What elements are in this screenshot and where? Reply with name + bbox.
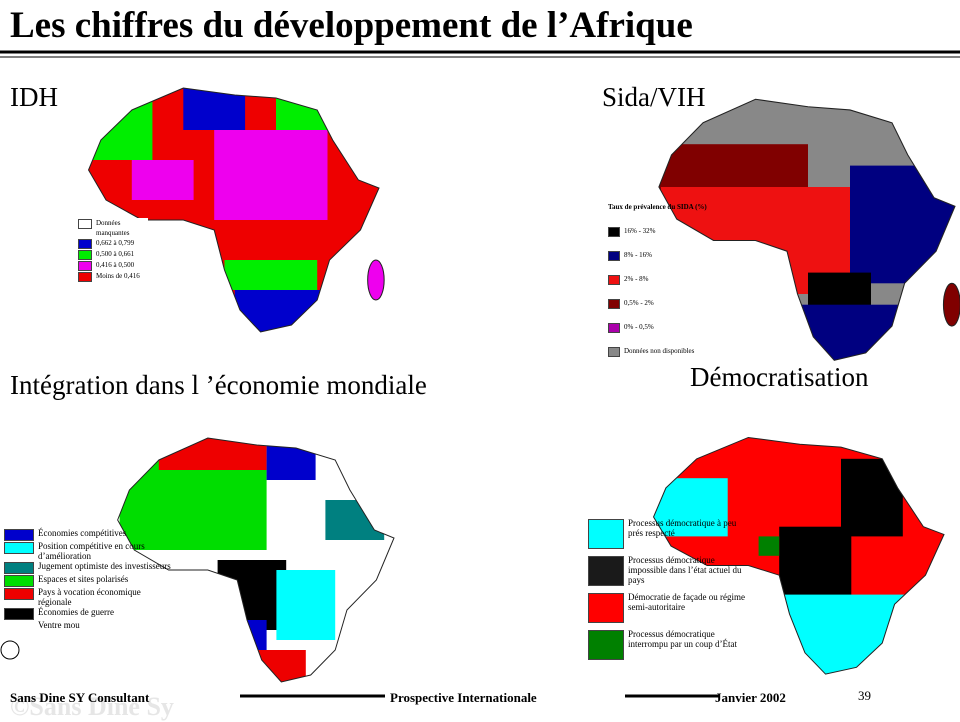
legend-swatch [608,323,620,333]
legend-swatch [78,219,92,229]
panel-label: IDH [10,82,58,112]
footer-date: Janvier 2002 [715,690,786,705]
ventre-mou-marker [0,640,20,660]
legend-label: Données non disponibles [624,347,695,355]
legend-swatch [608,347,620,357]
legend-swatch [608,275,620,285]
legend-label: Processus démocratique impossible dans l… [628,555,742,585]
legend-item: Moins de 0,416 [78,271,148,282]
legend-label: 8% - 16% [624,251,652,259]
legend: Processus démocratique à peu prés respec… [588,518,748,666]
legend-swatch [588,519,624,549]
legend-item: Économies compétitives [4,528,174,541]
legend-item: 8% - 16% [608,243,728,267]
map-democratisation [653,436,945,675]
legend-item: Position compétitive en cours d’améliora… [4,541,174,561]
legend-item: Démocratie de façade ou régime semi-auto… [588,592,748,623]
legend-label: Processus démocratique interrompu par un… [628,629,737,649]
map-idh [88,87,385,333]
legend-title: Taux de prévalence du SIDA (%) [608,203,707,211]
legend-swatch [608,227,620,237]
slide-title: Les chiffres du développement de l’Afriq… [10,5,693,46]
legend-item: 0,5% - 2% [608,291,728,315]
legend-label: Économies compétitives [38,528,127,538]
legend-label: Moins de 0,416 [96,272,140,280]
legend-label: Ventre mou [38,620,80,630]
legend-swatch [78,239,92,249]
legend-item: Processus démocratique impossible dans l… [588,555,748,586]
legend: Taux de prévalence du SIDA (%) 16% - 32% 8… [608,195,728,363]
legend-item: 16% - 32% [608,219,728,243]
legend: Économies compétitives Position compétiti… [4,528,174,633]
legend-swatch [78,272,92,282]
legend-label: 0% - 0,5% [624,323,654,331]
legend-label: 0,662 à 0,799 [96,239,135,247]
panel-label: Sida/VIH [602,82,706,112]
legend-label: Position compétitive en cours d’améliora… [38,541,145,561]
legend-label: Économies de guerre [38,607,114,617]
legend-swatch [4,562,34,574]
legend-label: Pays à vocation économique régionale [38,587,141,607]
legend-swatch [588,630,624,660]
legend: Données manquantes 0,662 à 0,799 0,500 à 0… [78,218,148,282]
legend-item: Jugement optimiste des investisseurs [4,561,174,574]
legend-label: Démocratie de façade ou régime semi-auto… [628,592,745,612]
legend-label: Jugement optimiste des investisseurs [38,561,171,571]
legend-label: 0,500 à 0,661 [96,250,135,258]
legend-swatch [4,608,34,620]
legend-item: Pays à vocation économique régionale [4,587,174,607]
legend-swatch [4,542,34,554]
legend-label: 0,416 à 0,500 [96,261,135,269]
legend-item: Économies de guerre [4,607,174,620]
legend-swatch [608,299,620,309]
legend-swatch [78,261,92,271]
legend-item: 0,500 à 0,661 [78,249,148,260]
legend-label: Processus démocratique à peu prés respec… [628,518,737,538]
legend-label: 2% - 8% [624,275,649,283]
legend-label: 0,5% - 2% [624,299,654,307]
legend-item: Processus démocratique interrompu par un… [588,629,748,660]
legend-label: 16% - 32% [624,227,656,235]
legend-item: Ventre mou [4,620,174,633]
legend-swatch [608,251,620,261]
legend-item: Données non disponibles [608,339,728,363]
legend-label: Données manquantes [96,219,130,237]
panel-label: Intégration dans l ’économie mondiale [10,370,427,400]
legend-swatch [588,556,624,586]
legend-item: Processus démocratique à peu prés respec… [588,518,748,549]
legend-label: Espaces et sites polarisés [38,574,129,584]
page-number: 39 [858,688,871,703]
panel-label: Démocratisation [690,362,869,392]
legend-item: 0,662 à 0,799 [78,238,148,249]
legend-item: 0,416 à 0,500 [78,260,148,271]
legend-swatch [588,593,624,623]
footer-author: Sans Dine SY Consultant [10,690,150,705]
footer-subject: Prospective Internationale [390,690,537,705]
legend-swatch [78,250,92,260]
legend-swatch [4,529,34,541]
legend-item: Données manquantes [78,218,148,238]
legend-swatch [4,588,34,600]
legend-item: 0% - 0,5% [608,315,728,339]
legend-swatch [4,575,34,587]
legend-item: 2% - 8% [608,267,728,291]
legend-item: Espaces et sites polarisés [4,574,174,587]
